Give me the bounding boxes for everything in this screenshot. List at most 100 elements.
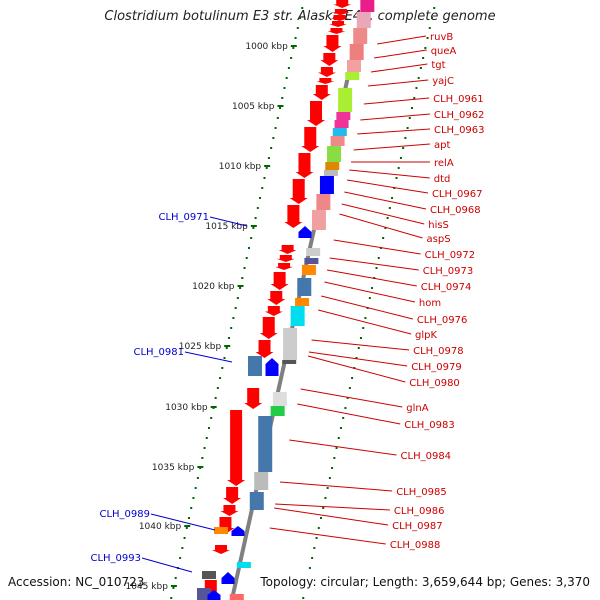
right-gene-label: hom <box>419 298 441 309</box>
track-dot <box>375 267 378 269</box>
right-label-leader <box>370 63 428 73</box>
right-gene-label: dtd <box>434 174 451 185</box>
track-dot <box>399 157 402 159</box>
right-gene-label: ruvB <box>430 32 453 43</box>
track-dot <box>357 347 360 349</box>
scale-tick-mark <box>277 105 284 107</box>
right-gene-label: CLH_0984 <box>401 451 452 462</box>
right-label-leader <box>357 128 431 135</box>
reverse-gene-arrow <box>320 53 339 66</box>
track-dot <box>241 277 244 279</box>
forward-gene-arrow <box>207 590 221 600</box>
left-gene-labels: CLH_0971 CLH_0981 CLH_0989 CLH_0993 <box>90 212 248 573</box>
reverse-gene-arrow <box>212 545 231 554</box>
track-dot <box>225 347 228 349</box>
track-dot <box>413 97 416 99</box>
category-box <box>295 298 310 306</box>
right-label-leader <box>275 503 390 511</box>
track-dot <box>408 117 411 119</box>
right-label-leader <box>333 239 421 255</box>
reverse-gene-arrow <box>317 67 336 77</box>
track-dot <box>203 447 206 449</box>
right-gene-label: CLH_0963 <box>434 125 485 136</box>
right-gene-label: CLH_0961 <box>433 94 484 105</box>
track-dot <box>362 327 365 329</box>
track-dot <box>324 497 327 499</box>
track-dot <box>287 67 290 69</box>
category-box <box>272 392 287 406</box>
scale-tick-mark <box>197 466 204 468</box>
track-dot <box>335 447 338 449</box>
right-label-leader <box>329 257 419 271</box>
scale-tick-mark <box>250 225 257 227</box>
track-dot <box>185 527 188 529</box>
track-dot <box>395 177 398 179</box>
track-dot <box>337 437 340 439</box>
right-label-leader <box>326 269 417 287</box>
track-dot <box>221 367 224 369</box>
scale-tick-mark <box>184 525 191 527</box>
right-label-leader <box>349 169 430 179</box>
reverse-gene-arrow <box>289 179 308 204</box>
right-label-leader <box>300 388 403 408</box>
right-gene-label: glnA <box>406 403 428 414</box>
track-dot <box>192 497 195 499</box>
track-dot <box>326 487 329 489</box>
track-dot <box>276 117 279 119</box>
track-dot <box>397 167 400 169</box>
category-box <box>334 120 349 128</box>
track-dot <box>404 137 407 139</box>
track-dot <box>252 227 255 229</box>
track-dot <box>188 517 191 519</box>
track-dot <box>294 37 297 39</box>
track-dot <box>261 187 264 189</box>
track-dot <box>283 87 286 89</box>
track-dot <box>223 357 226 359</box>
category-box <box>254 472 269 490</box>
right-label-leader <box>341 203 425 225</box>
left-label-leader <box>209 216 248 227</box>
right-label-leader <box>308 351 408 367</box>
reverse-gene-arrow <box>330 15 349 21</box>
track-dot <box>230 327 233 329</box>
category-box <box>353 28 368 44</box>
track-dot <box>172 587 175 589</box>
track-dot <box>368 297 371 299</box>
track-dot <box>210 417 213 419</box>
track-dot <box>196 477 199 479</box>
category-box <box>356 12 371 28</box>
right-gene-label: CLH_0983 <box>404 420 455 431</box>
forward-strand-genes <box>207 226 312 600</box>
track-dot <box>245 257 248 259</box>
category-box <box>338 88 353 112</box>
track-dot <box>254 217 257 219</box>
reverse-gene-arrow <box>301 127 320 152</box>
reverse-gene-arrow <box>220 505 239 516</box>
right-label-leader <box>353 143 431 151</box>
scale-tick-mark <box>170 585 177 587</box>
track-dot <box>419 67 422 69</box>
reverse-gene-arrow <box>333 0 352 8</box>
track-dot <box>181 547 184 549</box>
right-gene-label: CLH_0973 <box>423 266 474 277</box>
category-box <box>327 146 342 162</box>
track-dot <box>207 427 210 429</box>
forward-gene-arrow <box>265 358 279 376</box>
track-dot <box>320 517 323 519</box>
track-dot <box>256 207 259 209</box>
right-label-leader <box>274 507 389 526</box>
category-box <box>319 176 334 194</box>
right-gene-label: CLH_0987 <box>392 521 443 532</box>
right-label-leader <box>360 113 430 121</box>
reverse-gene-arrow <box>316 78 335 84</box>
track-dot <box>328 477 331 479</box>
category-box <box>301 265 316 275</box>
category-box <box>304 258 319 264</box>
track-dot <box>236 297 239 299</box>
right-gene-label: CLH_0962 <box>434 110 485 121</box>
track-dot <box>431 17 434 19</box>
right-gene-label: CLH_0980 <box>409 378 460 389</box>
track-dot <box>194 487 197 489</box>
track-dot <box>386 217 389 219</box>
